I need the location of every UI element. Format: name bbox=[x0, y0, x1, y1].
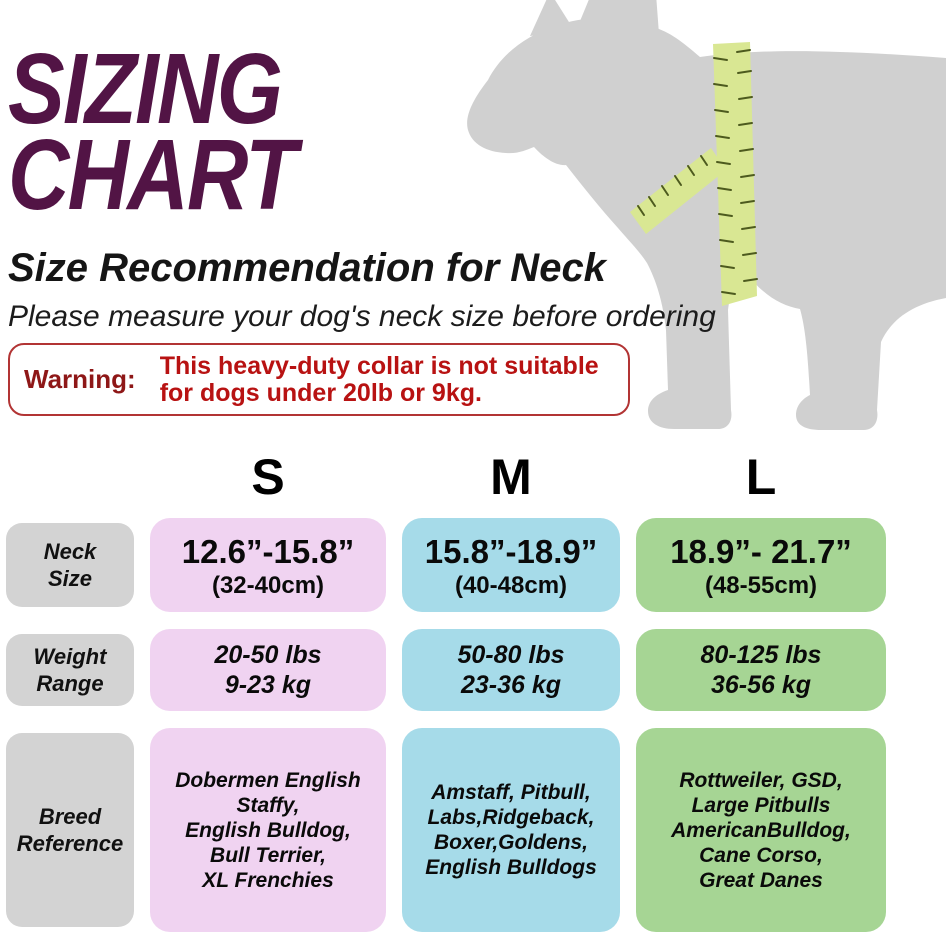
row-label-weight-range: Weight Range bbox=[6, 634, 134, 706]
neck-size-l-cm: (48-55cm) bbox=[704, 571, 818, 599]
measure-note: Please measure your dog's neck size befo… bbox=[8, 300, 716, 333]
page-title-line2: CHART bbox=[8, 119, 297, 231]
row-label-neck-size: Neck Size bbox=[6, 523, 134, 607]
page-title: SIZING CHART bbox=[8, 33, 297, 231]
header-spacer bbox=[6, 455, 134, 501]
size-header-l: L bbox=[745, 449, 777, 505]
breed-reference-cell-l: Rottweiler, GSD, Large Pitbulls American… bbox=[636, 728, 886, 932]
sizing-table: S M L Neck Size 12.6”-15.8” (32-40cm) 15… bbox=[6, 449, 886, 932]
warning-box: Warning: This heavy-duty collar is not s… bbox=[8, 343, 630, 416]
breed-reference-cell-m: Amstaff, Pitbull, Labs,Ridgeback, Boxer,… bbox=[402, 728, 620, 932]
neck-size-cell-m: 15.8”-18.9” (40-48cm) bbox=[402, 518, 620, 612]
neck-size-m-cm: (40-48cm) bbox=[454, 571, 568, 599]
dog-silhouette bbox=[467, 0, 946, 430]
neck-size-m-inches: 15.8”-18.9” bbox=[424, 532, 598, 570]
neck-size-s-inches: 12.6”-15.8” bbox=[181, 532, 355, 570]
warning-message: This heavy-duty collar is not suitable f… bbox=[159, 351, 599, 407]
size-header-s: S bbox=[251, 449, 285, 505]
subtitle: Size Recommendation for Neck bbox=[8, 246, 606, 290]
dog-body bbox=[467, 18, 946, 430]
weight-range-cell-s: 20-50 lbs 9-23 kg bbox=[150, 629, 386, 711]
row-label-breed-reference: Breed Reference bbox=[6, 733, 134, 927]
dog-silhouette-svg bbox=[467, 0, 946, 430]
dog-illustration bbox=[460, 0, 946, 430]
measuring-tape-neck-band bbox=[630, 148, 726, 234]
weight-range-cell-l: 80-125 lbs 36-56 kg bbox=[636, 629, 886, 711]
size-header-m: M bbox=[490, 449, 532, 505]
weight-range-cell-m: 50-80 lbs 23-36 kg bbox=[402, 629, 620, 711]
warning-label: Warning: bbox=[24, 364, 136, 394]
neck-size-cell-l: 18.9”- 21.7” (48-55cm) bbox=[636, 518, 886, 612]
breed-reference-cell-s: Dobermen English Staffy, English Bulldog… bbox=[150, 728, 386, 932]
neck-size-l-inches: 18.9”- 21.7” bbox=[670, 532, 852, 570]
tape-tick-marks bbox=[637, 49, 758, 295]
warning-message-line1: This heavy-duty collar is not suitable bbox=[159, 351, 599, 380]
page-title-line1: SIZING bbox=[8, 33, 283, 145]
neck-size-s-cm: (32-40cm) bbox=[211, 571, 325, 599]
warning-message-line2: for dogs under 20lb or 9kg. bbox=[159, 378, 482, 407]
neck-size-cell-s: 12.6”-15.8” (32-40cm) bbox=[150, 518, 386, 612]
